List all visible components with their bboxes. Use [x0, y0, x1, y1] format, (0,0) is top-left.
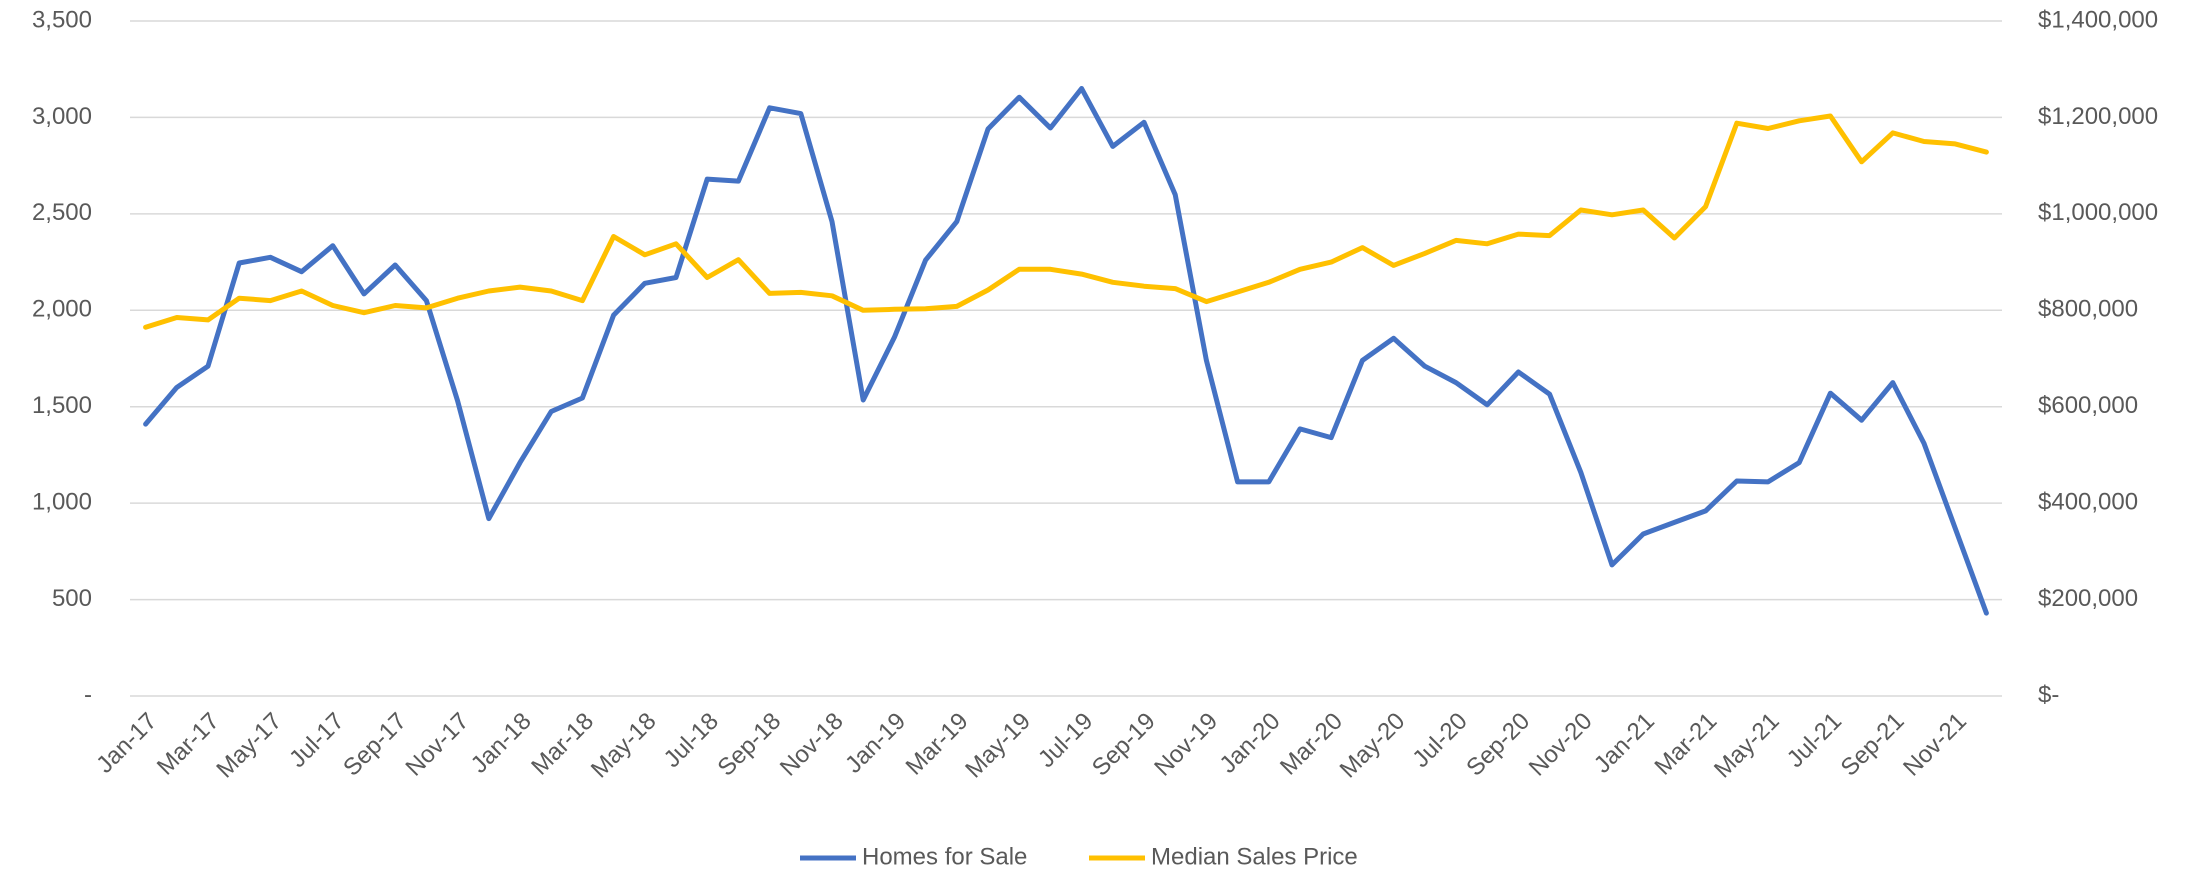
x-tick-label: Jan-17: [91, 708, 162, 779]
y2-tick-label: $400,000: [2038, 488, 2138, 515]
x-tick-label: Jan-18: [466, 708, 537, 779]
x-tick-label: May-20: [1335, 708, 1411, 784]
y2-tick-label: $600,000: [2038, 392, 2138, 419]
x-tick-label: Jan-19: [840, 708, 911, 779]
x-tick-label: Nov-20: [1524, 708, 1598, 782]
x-tick-label: Jan-20: [1215, 708, 1286, 779]
y-tick-label: 1,000: [32, 488, 92, 515]
x-tick-label: Jan-21: [1589, 708, 1660, 779]
data-line: [143, 86, 1989, 616]
y-tick-label: 500: [52, 585, 92, 612]
y2-tick-label: $200,000: [2038, 585, 2138, 612]
x-tick-label: Nov-17: [401, 708, 475, 782]
y2-tick-label: $1,200,000: [2038, 103, 2158, 130]
x-tick-label: Mar-21: [1649, 708, 1722, 781]
x-tick-label: Sep-19: [1087, 708, 1161, 782]
x-tick-label: May-17: [211, 708, 287, 784]
x-tick-label: Nov-18: [775, 708, 849, 782]
y2-tick-label: $-: [2038, 681, 2059, 708]
x-tick-label: Mar-20: [1275, 708, 1348, 781]
x-tick-label: May-18: [586, 708, 662, 784]
y-tick-label: 3,000: [32, 103, 92, 130]
y-tick-label: 2,500: [32, 199, 92, 226]
x-tick-label: Mar-17: [152, 708, 225, 781]
x-tick-label: Sep-17: [338, 708, 412, 782]
data-line: [143, 113, 1989, 330]
legend-label: Homes for Sale: [862, 843, 1027, 870]
x-tick-label: Mar-19: [901, 708, 974, 781]
y-tick-label: -: [84, 681, 92, 708]
y-tick-label: 1,500: [32, 392, 92, 419]
x-tick-label: Sep-20: [1461, 708, 1535, 782]
y-tick-label: 2,000: [32, 296, 92, 323]
y2-tick-label: $1,000,000: [2038, 199, 2158, 226]
y2-tick-label: $800,000: [2038, 296, 2138, 323]
x-tick-label: Sep-18: [713, 708, 787, 782]
x-tick-label: Sep-21: [1836, 708, 1910, 782]
x-tick-label: Mar-18: [526, 708, 599, 781]
x-tick-label: May-21: [1709, 708, 1785, 784]
x-tick-label: Nov-21: [1898, 708, 1972, 782]
legend-label: Median Sales Price: [1151, 843, 1358, 870]
x-tick-label: May-19: [960, 708, 1036, 784]
y2-tick-label: $1,400,000: [2038, 6, 2158, 33]
x-tick-label: Nov-19: [1149, 708, 1223, 782]
y-tick-label: 3,500: [32, 6, 92, 33]
